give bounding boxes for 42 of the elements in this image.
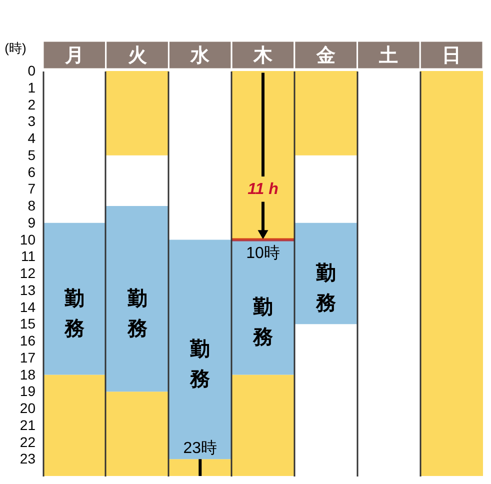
annotation: 11 h [248, 181, 279, 198]
bar [420, 71, 483, 476]
text: 勤務 [64, 288, 84, 340]
y-tick-label: 16 [20, 332, 36, 348]
y-tick-label: 21 [20, 416, 36, 433]
y-axis-title: (時) [4, 40, 26, 56]
text: 勤務 [190, 338, 210, 390]
x-tick-label: 土 [378, 44, 398, 66]
y-tick-label: 10 [20, 231, 36, 248]
y-tick-label: 22 [20, 434, 36, 450]
x-tick-label: 水 [190, 44, 211, 66]
y-tick-label: 17 [20, 349, 36, 366]
y-tick-label: 4 [28, 130, 36, 146]
y-tick-label: 0 [28, 62, 36, 78]
y-tick-label: 2 [28, 96, 36, 112]
x-tick-label: 月 [64, 46, 84, 66]
text: 勤務 [127, 288, 148, 340]
x-tick-label: 木 [252, 44, 274, 66]
y-tick-label: 9 [28, 214, 36, 230]
series-label: 勤務 [314, 262, 336, 314]
x-tick-label: 火 [128, 44, 148, 66]
text: 勤務 [253, 296, 273, 348]
annotation: 23時 [183, 439, 218, 458]
y-tick-label: 12 [20, 265, 36, 281]
bar [106, 71, 169, 156]
y-tick-label: 19 [20, 383, 36, 400]
y-tick-label: 6 [28, 164, 36, 180]
y-tick-label: 15 [20, 316, 36, 332]
y-tick-label: 7 [28, 180, 36, 197]
y-tick-label: 23 [20, 450, 36, 467]
y-tick-label: 1 [28, 79, 36, 96]
y-tick-label: 20 [20, 400, 36, 416]
y-tick-label: 3 [28, 113, 36, 130]
y-tick-label: 11 [20, 248, 36, 264]
y-tick-label: 13 [20, 282, 36, 298]
x-tick-label: 金 [315, 46, 336, 66]
y-tick-label: 8 [28, 198, 36, 214]
y-tick-label: 14 [20, 298, 36, 315]
y-tick-label: 18 [20, 366, 36, 382]
x-tick-label: 日 [442, 46, 462, 66]
annotation: 10時 [246, 244, 280, 262]
y-tick-label: 5 [28, 146, 36, 163]
